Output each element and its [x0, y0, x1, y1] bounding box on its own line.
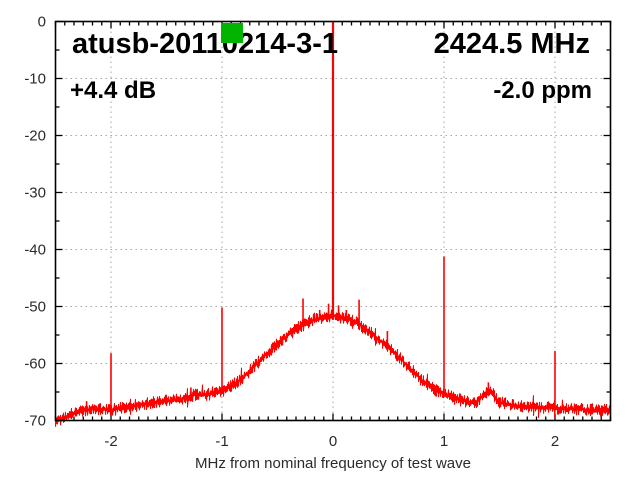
- svg-text:-1: -1: [215, 433, 228, 450]
- svg-text:-30: -30: [24, 185, 46, 202]
- svg-text:-2: -2: [104, 433, 117, 450]
- svg-text:-40: -40: [24, 242, 46, 259]
- svg-text:-50: -50: [24, 299, 46, 316]
- svg-text:-60: -60: [24, 356, 46, 373]
- svg-text:-10: -10: [24, 71, 46, 88]
- svg-text:0: 0: [329, 433, 337, 450]
- svg-text:-20: -20: [24, 128, 46, 145]
- power-label: +4.4 dB: [70, 77, 157, 104]
- green-square-marker: [221, 23, 243, 43]
- svg-text:-70: -70: [24, 413, 46, 430]
- svg-text:2: 2: [551, 433, 559, 450]
- ppm-offset-label: -2.0 ppm: [493, 77, 592, 104]
- center-frequency-label: 2424.5 MHz: [433, 28, 590, 60]
- svg-text:0: 0: [38, 14, 46, 31]
- plot-title: atusb-20110214-3-1: [72, 28, 338, 60]
- svg-text:1: 1: [440, 433, 448, 450]
- x-axis-label: MHz from nominal frequency of test wave: [195, 455, 471, 472]
